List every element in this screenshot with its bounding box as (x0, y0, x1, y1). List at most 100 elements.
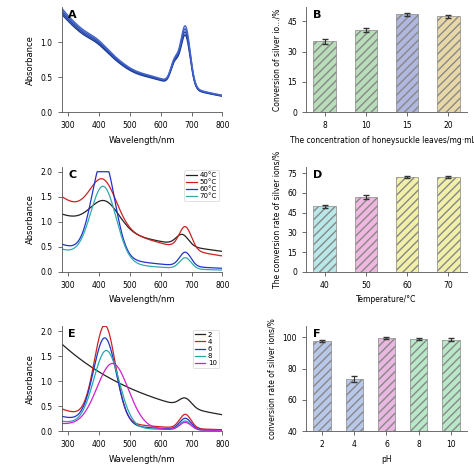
6 (154, 425, 160, 431)
10 (166, 427, 172, 432)
4 (132, 420, 137, 426)
40°C (154, 238, 160, 244)
6 (166, 426, 172, 431)
X-axis label: Wavelength/nm: Wavelength/nm (109, 136, 175, 145)
2 (100, 372, 106, 377)
4 (180, 412, 186, 418)
8 (87, 389, 93, 395)
Y-axis label: Absorbance: Absorbance (26, 194, 35, 244)
4 (154, 424, 160, 429)
2 (219, 412, 225, 418)
8 (219, 428, 225, 433)
2 (59, 341, 64, 346)
50°C (100, 176, 106, 182)
Legend: 2, 4, 6, 8, 10: 2, 4, 6, 8, 10 (192, 330, 219, 368)
70°C (87, 212, 93, 218)
70°C (132, 258, 137, 264)
60°C (132, 256, 137, 262)
Bar (355, 197, 377, 272)
8 (59, 419, 64, 424)
Line: 60°C: 60°C (62, 172, 222, 268)
Line: 40°C: 40°C (62, 201, 222, 251)
8 (103, 347, 109, 353)
8 (180, 419, 186, 425)
Bar (346, 379, 363, 474)
Bar (442, 340, 460, 474)
X-axis label: Wavelength/nm: Wavelength/nm (109, 295, 175, 304)
Bar (396, 177, 419, 272)
10 (154, 425, 160, 431)
40°C (166, 239, 172, 245)
40°C (87, 205, 93, 211)
6 (132, 421, 137, 427)
60°C (154, 261, 160, 266)
2 (131, 387, 137, 393)
6 (219, 428, 225, 433)
8 (154, 426, 160, 432)
60°C (100, 169, 106, 174)
Line: 4: 4 (62, 326, 222, 429)
4 (166, 424, 172, 430)
10 (109, 361, 115, 366)
Line: 10: 10 (62, 364, 222, 430)
Text: C: C (68, 170, 76, 180)
Legend: 40°C, 50°C, 60°C, 70°C: 40°C, 50°C, 60°C, 70°C (184, 170, 219, 201)
Text: A: A (68, 10, 77, 20)
Line: 6: 6 (62, 338, 222, 430)
10 (59, 420, 64, 426)
60°C (87, 201, 93, 207)
70°C (166, 265, 172, 271)
4 (219, 427, 225, 432)
4 (100, 324, 106, 329)
50°C (166, 242, 172, 247)
60°C (219, 265, 225, 271)
Bar (410, 339, 428, 474)
6 (100, 336, 106, 342)
40°C (100, 198, 106, 203)
40°C (132, 230, 137, 236)
70°C (154, 264, 160, 270)
X-axis label: Temperature/°C: Temperature/°C (356, 295, 417, 304)
2 (166, 400, 172, 405)
40°C (180, 232, 186, 237)
70°C (59, 246, 64, 252)
50°C (59, 193, 64, 199)
Bar (313, 206, 336, 272)
Y-axis label: conversion rate of silver ions/%: conversion rate of silver ions/% (268, 319, 277, 439)
40°C (219, 248, 225, 254)
40°C (59, 211, 64, 217)
4 (87, 379, 93, 385)
Bar (437, 177, 460, 272)
70°C (180, 255, 186, 261)
Line: 8: 8 (62, 350, 222, 430)
Line: 70°C: 70°C (62, 186, 222, 270)
Bar (313, 341, 331, 474)
50°C (99, 176, 104, 182)
60°C (180, 250, 186, 256)
50°C (219, 253, 225, 259)
Y-axis label: Absorbance: Absorbance (26, 354, 35, 404)
Text: B: B (312, 10, 321, 20)
6 (180, 416, 186, 422)
70°C (100, 183, 106, 189)
Bar (378, 338, 395, 474)
40°C (100, 198, 106, 203)
4 (59, 406, 64, 411)
2 (180, 395, 185, 401)
X-axis label: The concentration of honeysuckle leaves/mg·mL⁻¹: The concentration of honeysuckle leaves/… (290, 136, 474, 145)
Y-axis label: The conversion rate of silver ions/%: The conversion rate of silver ions/% (273, 151, 282, 288)
Bar (396, 14, 419, 112)
Line: 50°C: 50°C (62, 179, 222, 256)
4 (100, 323, 106, 329)
2 (154, 396, 159, 401)
6 (59, 413, 64, 419)
Text: E: E (68, 329, 76, 339)
50°C (154, 239, 160, 245)
6 (102, 335, 108, 341)
Y-axis label: Absorbance: Absorbance (26, 35, 35, 84)
8 (100, 350, 106, 356)
2 (87, 363, 93, 369)
60°C (166, 262, 172, 267)
8 (166, 427, 172, 432)
60°C (59, 241, 64, 247)
